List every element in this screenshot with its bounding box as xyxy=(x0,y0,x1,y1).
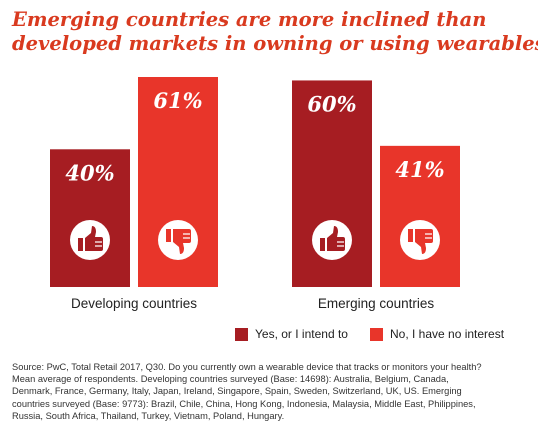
legend-item-yes: Yes, or I intend to xyxy=(235,327,348,341)
chart-title-line-1: Emerging countries are more inclined tha… xyxy=(12,8,487,31)
thumb-hand xyxy=(415,229,433,254)
bar-value-label: 41% xyxy=(395,157,444,182)
source-line-5: Russia, South Africa, Thailand, Turkey, … xyxy=(12,410,285,421)
chart-title: Emerging countries are more inclined tha… xyxy=(12,8,538,56)
source-line-2: Mean average of respondents. Developing … xyxy=(12,374,449,385)
source-note: Source: PwC, Total Retail 2017, Q30. Do … xyxy=(12,361,530,422)
thumb-fingers xyxy=(337,241,344,247)
bar-value-label: 40% xyxy=(65,160,114,185)
thumb-hand xyxy=(173,229,191,254)
bar-group: 60% xyxy=(292,80,372,287)
chart-title-line-2: developed markets in owning or using wea… xyxy=(12,32,538,55)
thumbs-up-glyph xyxy=(78,226,103,251)
thumb-fingers xyxy=(425,233,432,239)
legend-swatch-yes xyxy=(235,327,248,341)
thumbs-up-glyph xyxy=(320,226,345,251)
thumbs-down-glyph xyxy=(408,229,433,254)
bar-value-label: 61% xyxy=(153,88,202,113)
thumb-fingers xyxy=(183,233,190,239)
legend-item-no: No, I have no interest xyxy=(370,327,504,341)
source-line-1: Source: PwC, Total Retail 2017, Q30. Do … xyxy=(12,362,482,372)
thumb-cuff xyxy=(78,238,83,251)
thumb-cuff xyxy=(408,229,413,242)
bar-group: 41% xyxy=(380,145,460,287)
thumb-cuff xyxy=(320,238,325,251)
legend-label-yes: Yes, or I intend to xyxy=(255,327,348,341)
bar-value-label: 60% xyxy=(307,91,356,116)
thumbs-down-glyph xyxy=(166,229,191,254)
source-line-4: countries surveyed (Base: 9773): Brazil,… xyxy=(12,398,476,409)
thumb-cuff xyxy=(166,229,171,242)
thumb-hand xyxy=(327,226,345,251)
bar-group: 61% xyxy=(138,77,218,287)
bar xyxy=(50,149,130,287)
source-line-3: Denmark, France, Germany, Italy, Japan, … xyxy=(12,386,462,397)
category-label: Developing countries xyxy=(71,296,197,311)
legend-swatch-no xyxy=(370,327,383,341)
thumb-fingers xyxy=(95,241,102,247)
category-label: Emerging countries xyxy=(318,296,435,311)
thumb-hand xyxy=(85,226,103,251)
bar xyxy=(380,145,460,287)
bar-group: 40% xyxy=(50,149,130,287)
legend-label-no: No, I have no interest xyxy=(390,327,505,341)
